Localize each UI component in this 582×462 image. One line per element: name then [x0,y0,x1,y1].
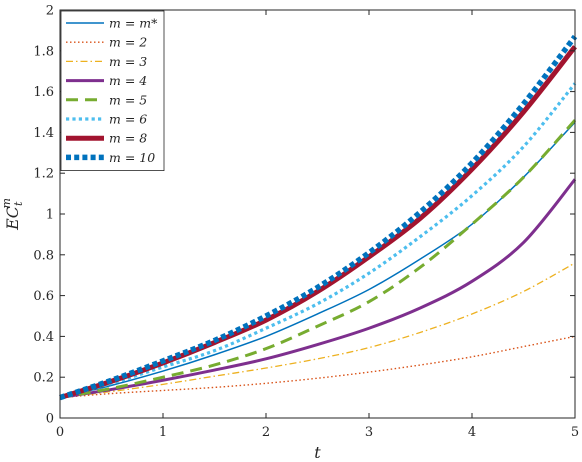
legend-label-3: m = 3 [109,54,147,69]
series-layer [59,34,578,401]
legend: m = m* m = 2 m = 3 m = 4 m = 5 m = 6 m = 8 m = … [60,10,165,172]
series-line-3 [59,262,576,399]
legend-label-6: m = 6 [109,112,147,127]
y-tick-label: 1.2 [33,167,54,182]
y-tick-label: 1.6 [33,85,54,100]
y-axis-label-sup: m [0,198,13,208]
x-tick-label: 3 [365,425,373,440]
series-line-8 [59,34,578,401]
x-tick-label: 5 [571,425,579,440]
y-tick-label: 1.4 [33,126,54,141]
y-axis-label-main: EC [3,206,22,231]
y-axis-label: ECtm [0,198,25,231]
y-tick-label: 2 [46,4,54,19]
x-tick-label: 1 [159,425,167,440]
series-line-2 [59,335,576,399]
series-line-4 [59,178,577,400]
y-tick-label: 0.4 [33,330,54,345]
x-axis-label: t [314,443,321,462]
x-tick-label: 4 [468,425,476,440]
legend-label-2: m = 2 [109,35,147,50]
legend-label-4: m = 4 [109,73,147,88]
y-tick-label: 0.6 [33,289,54,304]
legend-label-1: m = m* [109,16,158,31]
x-tick-label: 2 [262,425,270,440]
series-line-7 [59,45,577,400]
legend-label-7: m = 8 [109,131,147,146]
series-line-6 [59,82,577,400]
legend-box [60,10,165,172]
x-tick-label: 0 [56,425,64,440]
series-line-5 [59,119,577,400]
y-tick-label: 1 [46,208,54,223]
ticks-layer: 0 1 2 3 4 5 0 0.2 0.4 0.6 0.8 1 1.2 1.4 1.6 1.8 2 [33,4,579,441]
y-tick-label: 0.2 [33,371,54,386]
legend-label-8: m = 10 [109,150,155,165]
y-tick-label: 1.8 [33,44,54,59]
y-axis-label-sub: t [12,201,25,206]
y-tick-label: 0 [46,412,54,427]
y-tick-label: 0.8 [33,248,54,263]
legend-label-5: m = 5 [109,92,147,107]
